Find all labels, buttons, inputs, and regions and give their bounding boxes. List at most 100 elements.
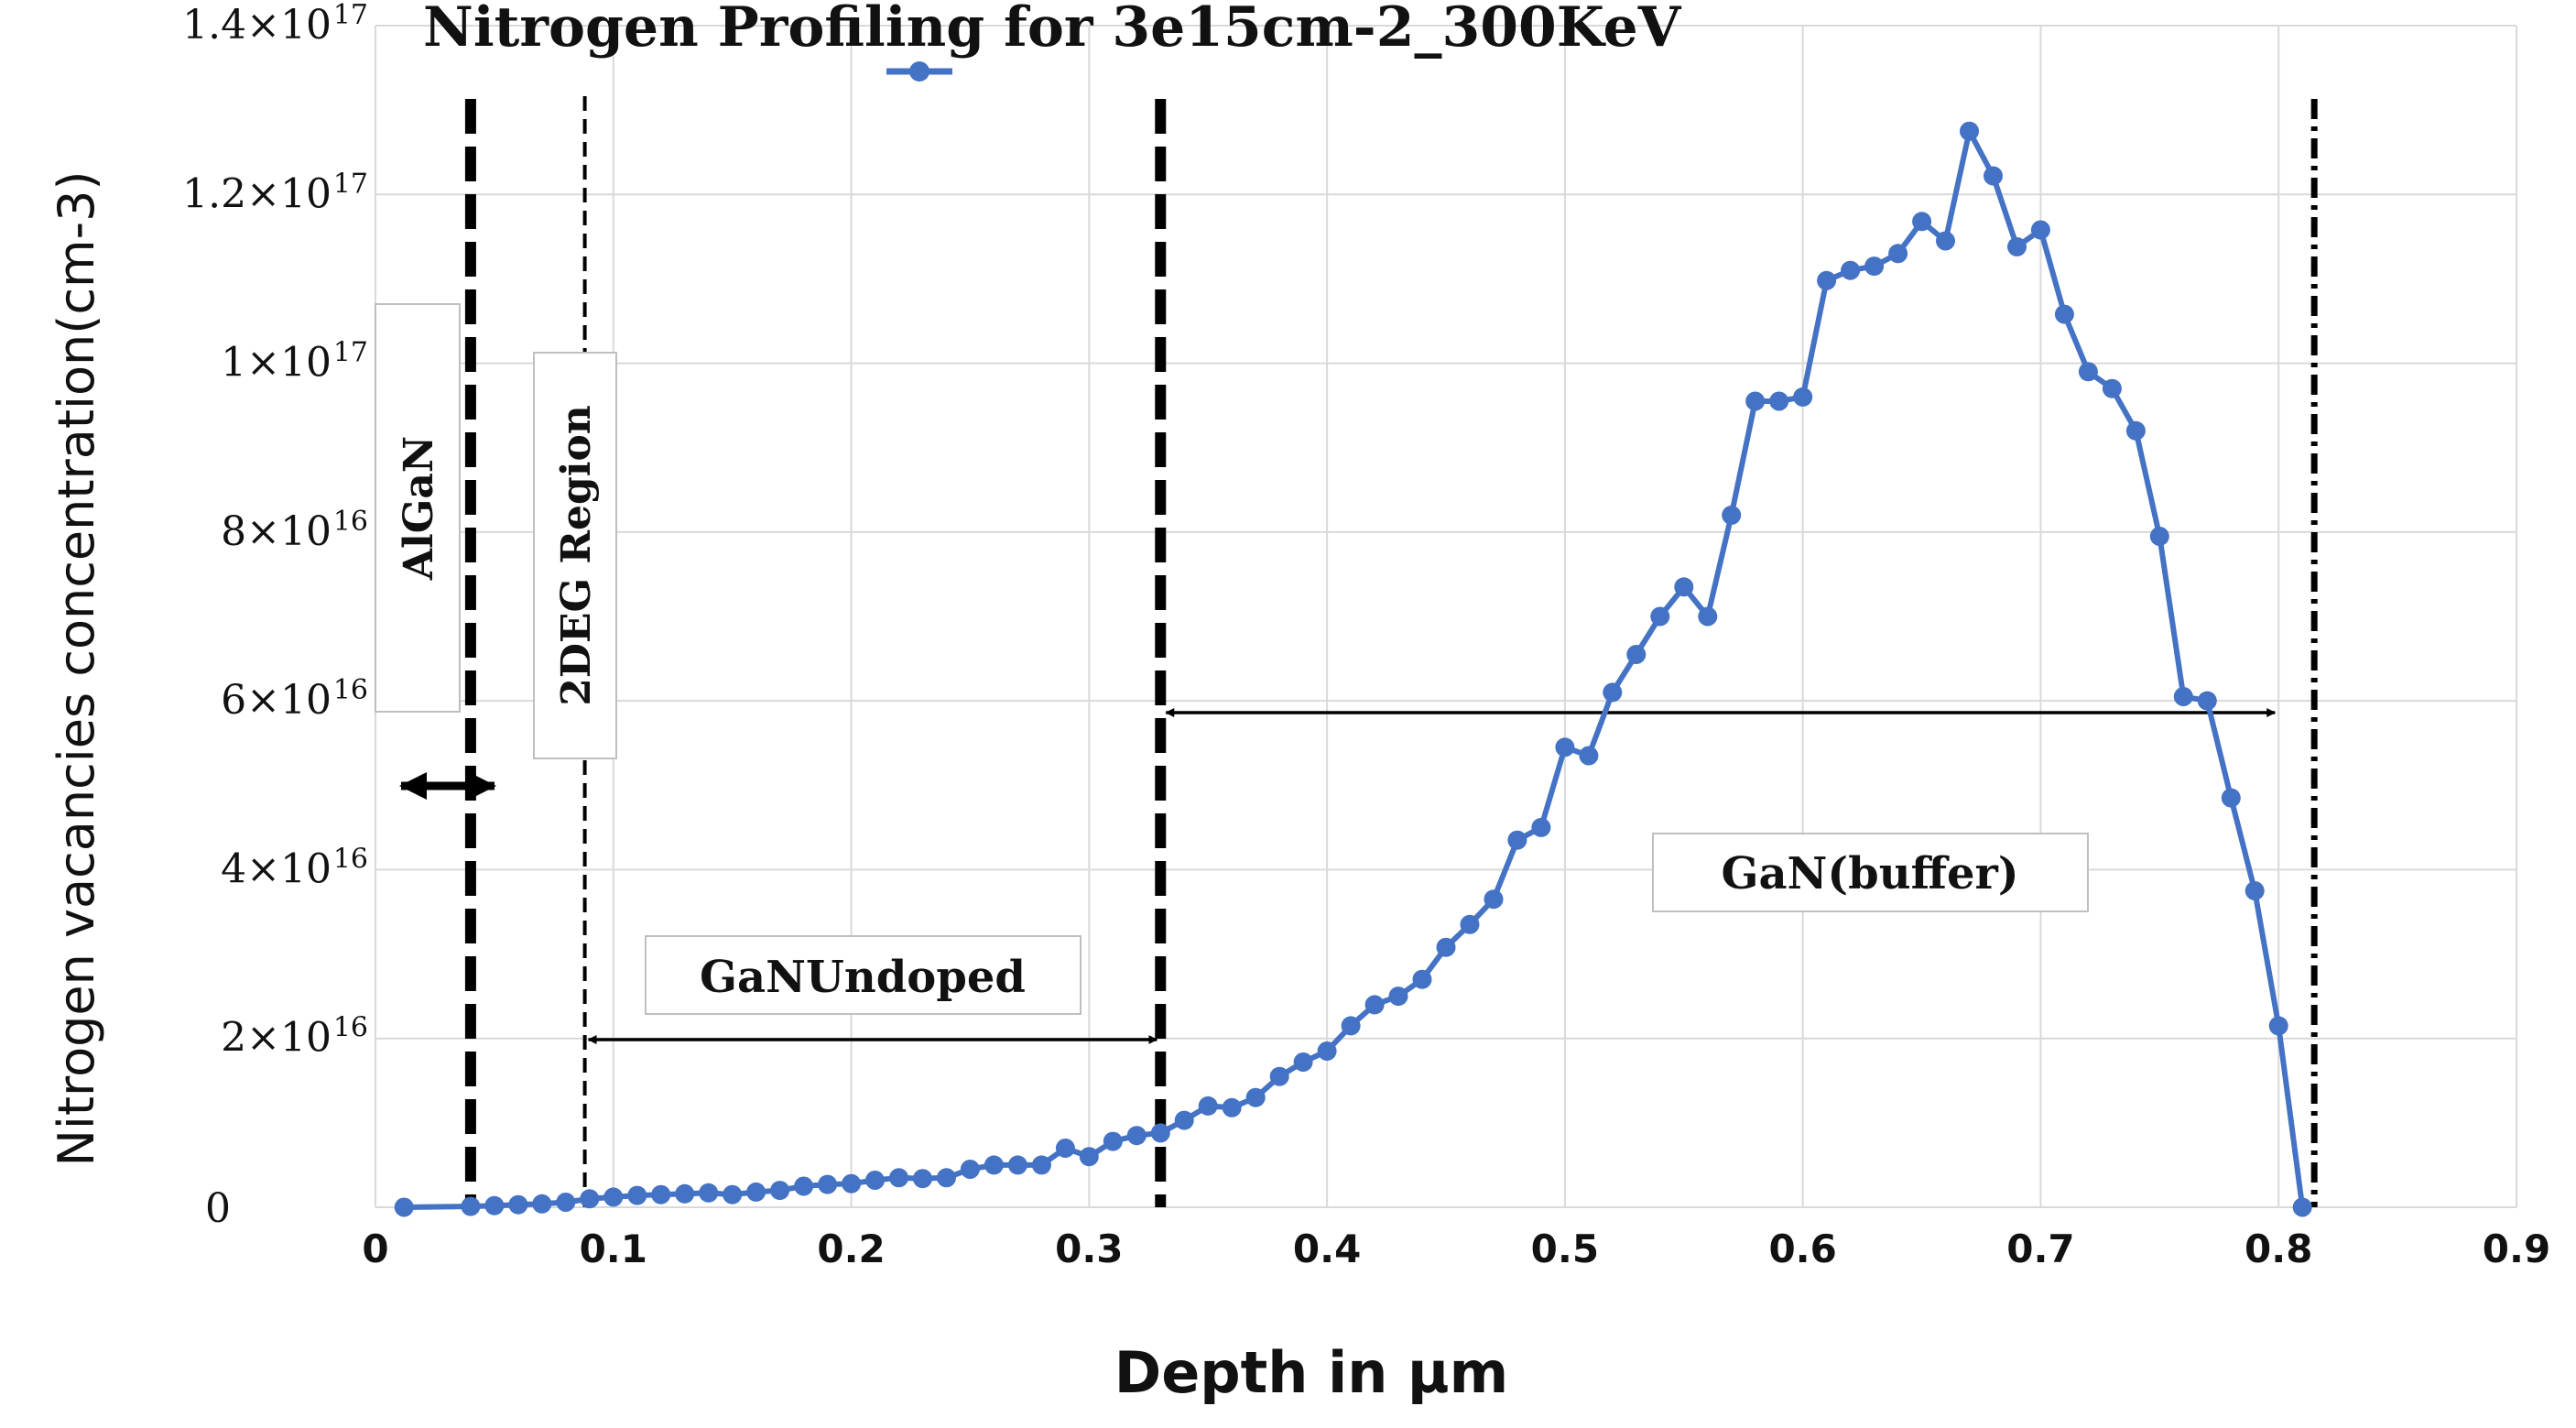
data-point xyxy=(2292,1197,2312,1217)
data-point xyxy=(1936,231,1955,251)
data-point xyxy=(1388,987,1408,1007)
data-point xyxy=(461,1196,481,1216)
x-axis-ticks: 0 0.1 0.2 0.3 0.4 0.5 0.6 0.7 0.8 0.9 xyxy=(362,1226,2550,1271)
data-point xyxy=(580,1189,600,1209)
data-series xyxy=(394,121,2312,1217)
data-point xyxy=(1864,256,1885,277)
y-tick-mantissa-7: 1.4×10 xyxy=(182,2,332,49)
x-tick-label-8: 0.8 xyxy=(2244,1226,2312,1271)
x-tick-label-7: 0.7 xyxy=(2006,1226,2074,1271)
data-point xyxy=(1126,1126,1147,1146)
y-tick-mantissa-3: 6×10 xyxy=(221,677,332,724)
data-point xyxy=(1031,1155,1051,1175)
data-point xyxy=(556,1193,576,1212)
data-point xyxy=(1150,1123,1170,1143)
data-point xyxy=(1222,1097,1242,1117)
data-point xyxy=(532,1194,552,1214)
data-point xyxy=(1579,746,1599,766)
y-tick-exponent-4: 16 xyxy=(333,506,368,538)
data-point xyxy=(1841,260,1861,280)
y-tick-mantissa-1: 2×10 xyxy=(221,1015,332,1062)
data-point xyxy=(937,1168,956,1188)
data-point xyxy=(770,1181,790,1201)
data-point xyxy=(1817,270,1837,290)
data-point xyxy=(2078,362,2098,382)
legend xyxy=(886,61,952,82)
data-point xyxy=(1745,391,1766,411)
x-tick-label-0: 0 xyxy=(362,1226,388,1271)
data-point xyxy=(1341,1016,1361,1036)
data-point xyxy=(484,1195,505,1215)
x-tick-label-9: 0.9 xyxy=(2483,1226,2550,1271)
y-tick-mantissa-5: 1×10 xyxy=(221,340,332,387)
data-point xyxy=(2007,236,2027,256)
data-point xyxy=(1650,606,1670,627)
data-point xyxy=(984,1155,1004,1175)
y-tick-mantissa-4: 8×10 xyxy=(221,508,332,555)
data-point xyxy=(2149,527,2169,546)
y-tick-label-4: 168×10 xyxy=(221,506,368,555)
data-point xyxy=(2244,881,2265,900)
data-point xyxy=(1198,1096,1218,1116)
data-point xyxy=(2173,687,2193,706)
data-point xyxy=(723,1184,743,1205)
data-point xyxy=(1364,995,1385,1015)
data-point xyxy=(1626,645,1647,664)
x-axis-label: Depth in µm xyxy=(1114,1339,1508,1406)
y-tick-label-3: 166×10 xyxy=(221,674,368,724)
data-point xyxy=(1174,1110,1194,1130)
gan-buffer-box xyxy=(1652,833,2089,912)
data-point xyxy=(699,1183,719,1203)
data-point xyxy=(1698,606,1718,627)
legend-dot-marker xyxy=(909,61,929,82)
data-point xyxy=(1436,937,1456,957)
y-tick-label-2: 164×10 xyxy=(221,843,368,892)
data-point xyxy=(2125,420,2146,441)
algan-box xyxy=(375,303,461,713)
y-tick-exponent-7: 17 xyxy=(333,0,368,31)
data-point xyxy=(1055,1139,1075,1158)
data-point xyxy=(1293,1052,1313,1072)
y-tick-mantissa-6: 1.2×10 xyxy=(182,170,332,217)
data-point xyxy=(2102,378,2122,398)
region-annotations: AlGaN 2DEG Region GaNUndoped GaN(buffer) xyxy=(375,303,2277,1044)
data-point xyxy=(1555,737,1575,758)
data-point xyxy=(627,1185,647,1205)
data-point xyxy=(1484,889,1504,910)
data-point xyxy=(960,1160,980,1179)
data-point xyxy=(818,1174,838,1194)
gan-undoped-box xyxy=(645,935,1081,1015)
data-point xyxy=(2268,1016,2288,1036)
x-tick-label-6: 0.6 xyxy=(1768,1226,1836,1271)
twodeg-box xyxy=(533,352,617,759)
gan-undoped-label: GaNUndoped xyxy=(700,952,1026,1003)
y-tick-label-1: 162×10 xyxy=(221,1012,368,1062)
data-point xyxy=(508,1194,528,1215)
y-axis-ticks: 0162×10164×10166×10168×10171×10171.2×101… xyxy=(182,0,368,1232)
data-point xyxy=(1079,1147,1099,1167)
data-point xyxy=(675,1183,695,1204)
data-point xyxy=(2221,788,2241,808)
data-point xyxy=(842,1173,862,1194)
x-tick-label-5: 0.5 xyxy=(1531,1226,1599,1271)
x-tick-label-3: 0.3 xyxy=(1055,1226,1123,1271)
y-tick-label-0: 0 xyxy=(205,1185,231,1232)
twodeg-label: 2DEG Region xyxy=(553,405,600,706)
data-point xyxy=(2030,220,2050,240)
data-point xyxy=(1793,387,1813,407)
data-point xyxy=(394,1197,414,1217)
data-point xyxy=(889,1168,908,1188)
y-tick-label-5: 171×10 xyxy=(221,337,368,387)
data-point xyxy=(746,1182,766,1202)
data-point xyxy=(1912,212,1932,232)
data-point xyxy=(1317,1041,1337,1061)
x-tick-label-1: 0.1 xyxy=(580,1226,647,1271)
data-point xyxy=(1888,244,1908,264)
data-point xyxy=(603,1187,624,1207)
y-tick-exponent-5: 17 xyxy=(333,337,368,369)
data-point xyxy=(1507,830,1527,850)
data-point xyxy=(1722,505,1742,525)
data-point xyxy=(1960,121,1979,141)
data-point xyxy=(1412,969,1432,989)
